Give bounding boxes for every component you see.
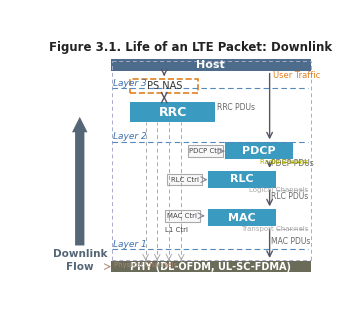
- Text: Physical Channels: Physical Channels: [114, 262, 177, 269]
- Text: L1 Ctrl: L1 Ctrl: [165, 227, 188, 233]
- Text: Layer 3: Layer 3: [113, 79, 147, 88]
- FancyArrow shape: [72, 117, 88, 245]
- Bar: [165, 210, 200, 222]
- Text: RRC: RRC: [159, 106, 187, 119]
- Text: Downlink
Flow: Downlink Flow: [52, 249, 107, 272]
- Bar: [208, 209, 276, 226]
- Text: RRC PDUs: RRC PDUs: [217, 103, 255, 112]
- Text: Transport Channels: Transport Channels: [241, 226, 308, 232]
- Text: Logical Channels: Logical Channels: [249, 187, 308, 193]
- Bar: [188, 145, 223, 157]
- Text: PDCP Ctrl: PDCP Ctrl: [189, 148, 222, 154]
- Text: PHY (DL-OFDM, UL-SC-FDMA): PHY (DL-OFDM, UL-SC-FDMA): [130, 262, 291, 272]
- Bar: [111, 59, 311, 71]
- Text: Layer 1: Layer 1: [113, 239, 147, 249]
- Text: Figure 3.1. Life of an LTE Packet: Downlink: Figure 3.1. Life of an LTE Packet: Downl…: [49, 41, 332, 54]
- Text: PS NAS: PS NAS: [146, 81, 182, 91]
- Text: Radio Bearers: Radio Bearers: [260, 158, 308, 165]
- Text: RLC PDUs: RLC PDUs: [271, 192, 308, 202]
- Text: RLC Ctrl: RLC Ctrl: [171, 177, 199, 182]
- Text: MAC PDUs: MAC PDUs: [271, 238, 311, 247]
- Bar: [130, 102, 215, 122]
- Bar: [167, 174, 202, 185]
- Text: Host: Host: [196, 60, 225, 70]
- Text: RLC: RLC: [230, 174, 253, 184]
- Text: PDCP PDUs: PDCP PDUs: [271, 159, 314, 168]
- Text: Layer 2: Layer 2: [113, 132, 147, 141]
- Text: MAC Ctrl: MAC Ctrl: [167, 213, 197, 219]
- Text: PDCP: PDCP: [242, 146, 276, 156]
- Bar: [208, 171, 276, 188]
- Bar: [130, 79, 198, 93]
- Bar: [225, 142, 293, 159]
- Text: User Traffic: User Traffic: [273, 71, 320, 80]
- Bar: [111, 261, 311, 272]
- Text: MAC: MAC: [228, 213, 256, 223]
